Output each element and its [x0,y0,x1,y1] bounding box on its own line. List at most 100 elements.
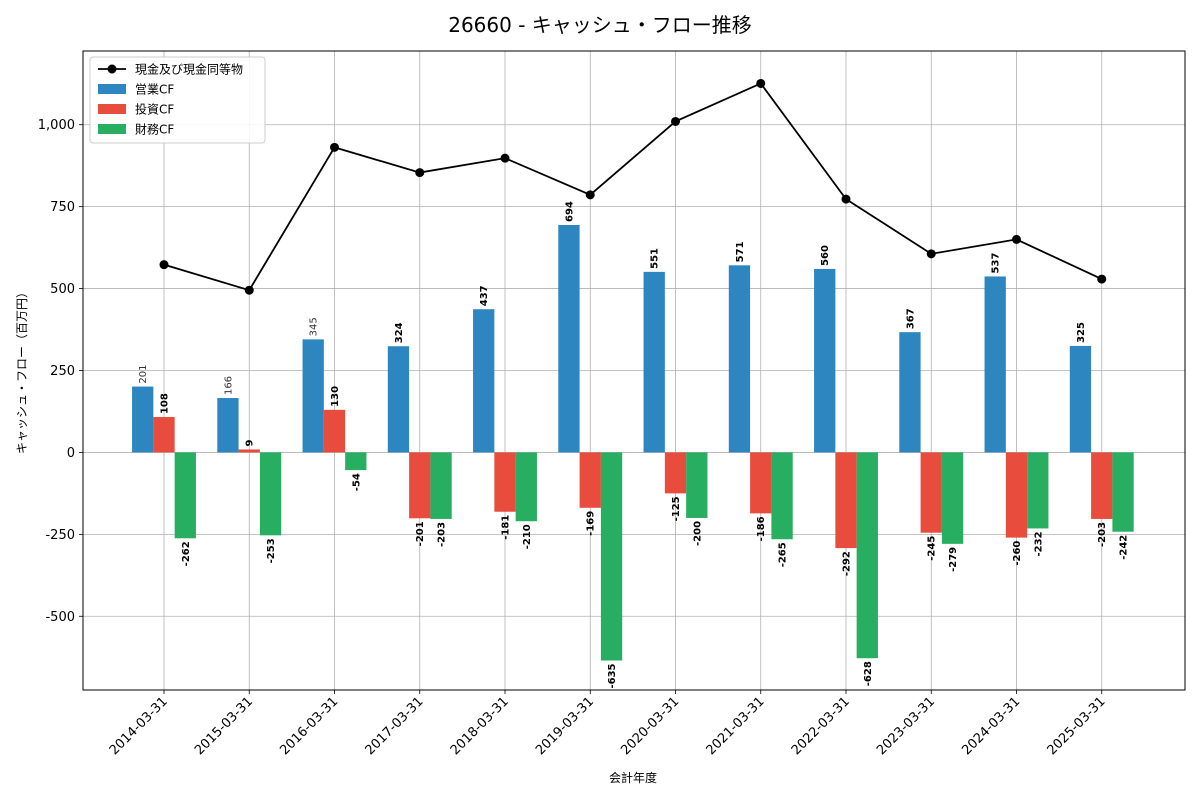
bar-value-label: -260 [1012,541,1023,566]
x-tick-label: 2021-03-31 [704,694,768,758]
bar-investing [664,452,687,494]
bar-operating [1069,345,1092,453]
bar-investing [579,452,601,508]
legend-swatch [98,84,126,94]
bar-value-label: -245 [927,536,938,561]
bars-layer [132,225,1134,661]
x-tick-label: 2015-03-31 [192,694,256,758]
bar-financing [941,452,964,544]
bar-value-label: -186 [756,516,767,541]
bar-value-label: -54 [351,473,362,491]
bar-operating [132,386,154,453]
y-tick-label: 500 [50,282,75,297]
bar-value-label: 537 [991,253,1002,274]
bar-value-label: -125 [671,496,682,521]
legend-label: 財務CF [135,122,174,137]
bar-financing [430,452,452,519]
bar-operating [302,339,324,453]
y-axis-title: キャッシュ・フロー（百万円） [15,286,29,454]
bar-value-label: 437 [479,285,490,306]
line-layer [159,78,1107,295]
x-tick-label: 2018-03-31 [448,694,512,758]
bar-financing [600,452,623,661]
bar-value-label: 345 [309,317,320,336]
x-tick-label: 2024-03-31 [959,694,1023,758]
bar-operating [814,268,836,453]
cash-point [500,153,510,163]
chart-title: 26660 - キャッシュ・フロー推移 [448,13,752,37]
bar-value-label: -210 [522,524,533,549]
bar-value-label: -279 [948,547,959,572]
legend-box [89,56,266,144]
bar-investing [409,452,431,519]
bar-value-label: 560 [820,245,831,266]
x-tick-label: 2014-03-31 [107,694,171,758]
bar-financing [1112,452,1134,532]
bar-value-label: -232 [1033,531,1044,556]
bar-value-label: -203 [1097,522,1108,547]
bar-operating [899,332,921,453]
bar-value-label: 571 [735,241,746,262]
cash-point [1012,234,1021,244]
bar-operating [387,346,410,453]
y-tick-label: 750 [50,200,75,215]
bar-operating [643,271,665,453]
bar-value-label: 201 [138,364,149,383]
bar-financing [259,452,282,536]
bar-value-label: -628 [863,661,874,686]
x-tick-label: 2022-03-31 [789,694,853,758]
cash-point [671,116,680,126]
legend-swatch [98,124,126,134]
bar-value-label: -203 [437,522,448,547]
labels-layer: 201 166 345 324 437 694 551 571 560 367 537 325 108 9… [138,201,1129,688]
x-tick-label: 2023-03-31 [874,694,938,758]
y-tick-label: 0 [67,446,75,461]
x-tick-label: 2016-03-31 [277,694,341,758]
bar-investing [920,452,942,533]
bar-value-label: 367 [905,308,916,329]
cash-point [415,168,425,178]
cash-point [1097,274,1107,284]
bar-value-label: -635 [607,663,618,688]
y-tick-label: -500 [45,610,75,625]
cash-point [841,194,851,204]
bar-value-label: -262 [181,541,192,566]
cash-point [330,142,339,152]
bar-financing [345,452,367,471]
legend-label: 営業CF [135,83,174,97]
cash-point [159,260,169,270]
cash-point [756,78,766,88]
bar-value-label: 325 [1076,322,1087,343]
cash-point [585,190,595,200]
bar-operating [984,276,1006,453]
legend-label: 現金及び現金同等物 [135,62,243,77]
x-tick-label: 2020-03-31 [618,694,682,758]
bar-value-label: -169 [586,511,597,536]
bar-investing [1005,452,1028,538]
bar-value-label: -200 [692,521,703,546]
bar-financing [686,452,708,518]
plot-frame [82,50,1186,691]
bar-financing [515,452,537,522]
x-tick-label: 2017-03-31 [363,694,427,758]
bar-value-label: 324 [394,322,405,343]
bar-value-label: -181 [501,515,512,540]
bar-value-label: 694 [564,201,575,222]
bar-investing [750,452,772,514]
bar-investing [1091,452,1113,519]
bar-operating [558,225,580,453]
bar-value-label: 166 [223,376,234,395]
bar-financing [174,452,196,539]
bar-value-label: -253 [266,538,277,563]
y-tick-label: -250 [45,528,75,543]
y-tick-label: 250 [50,364,75,379]
cash-point [244,285,254,295]
bar-operating [728,265,751,453]
bar-investing [835,452,857,549]
y-tick-label: 1,000 [38,118,75,133]
bar-operating [217,398,239,453]
x-axis-title: 会計年度 [609,770,657,785]
